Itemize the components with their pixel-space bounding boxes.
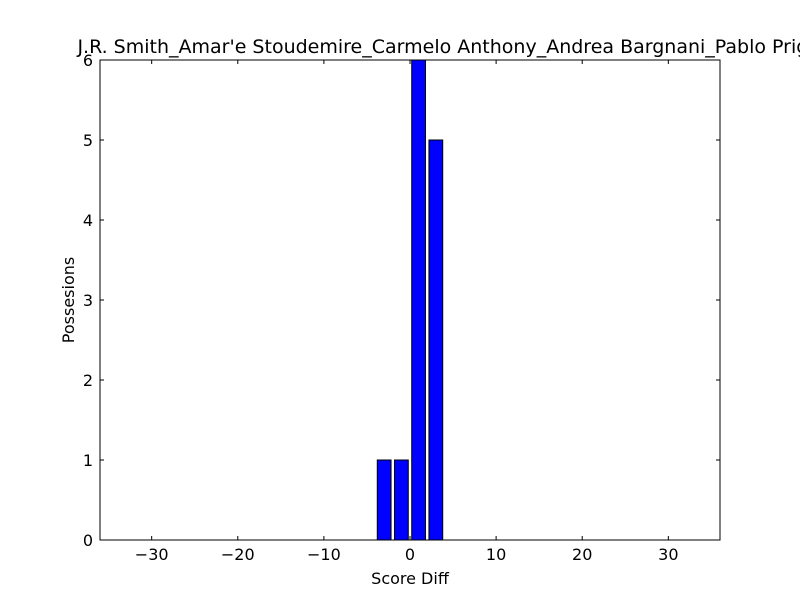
x-tick-label: −20 (221, 545, 255, 564)
bar (428, 139, 444, 541)
bar (411, 59, 427, 541)
x-tick-label: 10 (486, 545, 506, 564)
y-axis-label: Possesions (59, 257, 78, 343)
bar (376, 459, 392, 541)
y-tick-label: 2 (83, 371, 93, 390)
y-tick-label: 5 (83, 131, 93, 150)
x-tick-label: 30 (658, 545, 678, 564)
chart-title: J.R. Smith_Amar'e Stoudemire_Carmelo Ant… (76, 36, 800, 58)
x-tick-label: −30 (135, 545, 169, 564)
y-tick-label: 1 (83, 451, 93, 470)
bar (394, 459, 409, 541)
ticks-layer: −30 −20 −10 0 10 20 30 0 1 2 3 4 5 6 (83, 51, 720, 564)
x-tick-label: 20 (572, 545, 592, 564)
y-tick-label: 3 (83, 291, 93, 310)
y-tick-label: 4 (83, 211, 93, 230)
x-tick-label: −10 (307, 545, 341, 564)
x-axis-label: Score Diff (371, 569, 450, 588)
y-tick-label: 0 (83, 531, 93, 550)
bars-layer (376, 59, 444, 541)
y-tick-label: 6 (83, 51, 93, 70)
x-tick-label: 0 (405, 545, 415, 564)
plot-frame (99, 59, 721, 541)
